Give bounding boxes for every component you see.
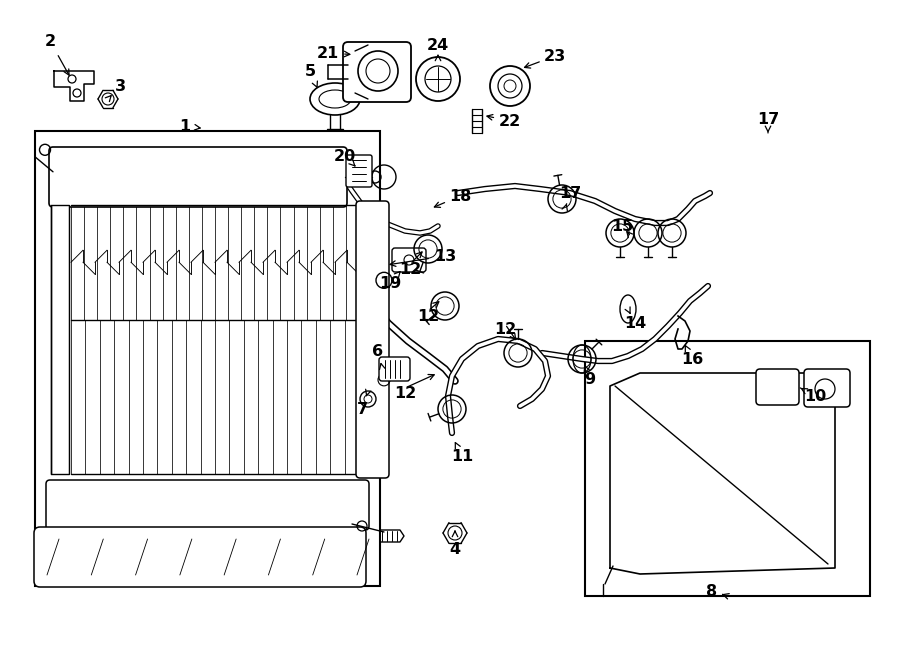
FancyBboxPatch shape (343, 42, 411, 102)
FancyBboxPatch shape (49, 147, 347, 207)
FancyBboxPatch shape (346, 155, 372, 187)
Text: 18: 18 (449, 188, 471, 204)
FancyBboxPatch shape (756, 369, 799, 405)
Bar (35, 131, 380, 586)
Text: 12: 12 (399, 262, 421, 276)
Text: 10: 10 (804, 389, 826, 403)
Text: 12: 12 (417, 309, 439, 323)
Text: 4: 4 (449, 541, 461, 557)
FancyBboxPatch shape (392, 248, 426, 272)
Text: 11: 11 (451, 449, 473, 463)
Bar (585, 341, 870, 596)
Text: 21: 21 (317, 46, 339, 61)
Text: 22: 22 (499, 114, 521, 128)
Text: 19: 19 (379, 276, 401, 290)
Text: 20: 20 (334, 149, 356, 163)
FancyBboxPatch shape (804, 369, 850, 407)
Text: 8: 8 (706, 584, 717, 598)
Text: 17: 17 (559, 186, 581, 200)
Text: 23: 23 (544, 48, 566, 63)
FancyBboxPatch shape (51, 205, 69, 474)
Text: 6: 6 (373, 344, 383, 358)
FancyBboxPatch shape (356, 201, 389, 478)
Text: 13: 13 (434, 249, 456, 264)
Text: 5: 5 (304, 63, 316, 79)
Text: 12: 12 (494, 321, 516, 336)
Text: 15: 15 (611, 219, 633, 233)
Text: 3: 3 (114, 79, 126, 93)
Text: 24: 24 (427, 38, 449, 54)
Text: 12: 12 (394, 385, 416, 401)
Text: 9: 9 (584, 371, 596, 387)
Text: 1: 1 (179, 118, 191, 134)
Text: 14: 14 (624, 315, 646, 330)
FancyBboxPatch shape (46, 480, 369, 530)
Text: 17: 17 (757, 112, 779, 126)
FancyBboxPatch shape (34, 527, 366, 587)
Text: 16: 16 (681, 352, 703, 366)
Text: 7: 7 (356, 401, 367, 416)
FancyBboxPatch shape (379, 357, 410, 381)
Text: 2: 2 (44, 34, 56, 48)
